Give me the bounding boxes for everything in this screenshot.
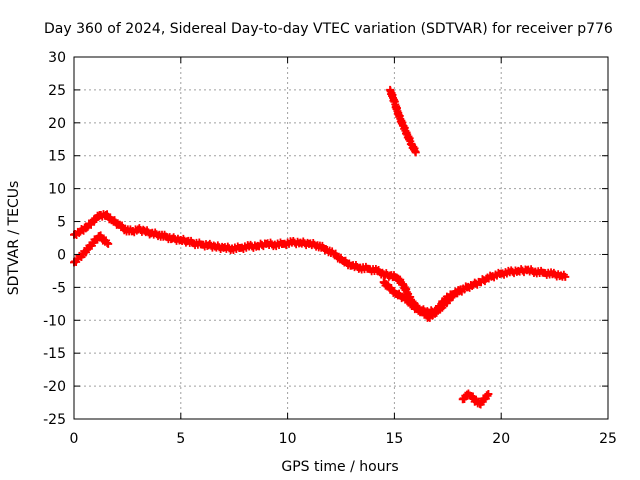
plot-frame bbox=[73, 56, 609, 420]
y-tick-label: 25 bbox=[48, 83, 66, 99]
x-tick-label: 25 bbox=[599, 431, 617, 447]
y-tick-label: 30 bbox=[48, 50, 66, 66]
series-lower-outlier bbox=[458, 389, 493, 409]
y-tick-label: -20 bbox=[43, 379, 66, 395]
series-upper-outlier bbox=[386, 85, 420, 157]
series-trace bbox=[386, 87, 420, 156]
y-tick-label: -25 bbox=[43, 412, 66, 428]
y-axis-label: SDTVAR / TECUs bbox=[6, 181, 22, 296]
y-tick-label: -10 bbox=[43, 313, 66, 329]
x-tick-label: 20 bbox=[492, 431, 510, 447]
series-main bbox=[70, 210, 570, 322]
series-trace bbox=[459, 389, 492, 409]
series-trace bbox=[380, 279, 464, 318]
data-series bbox=[70, 85, 570, 409]
y-tick-label: -15 bbox=[43, 346, 66, 362]
y-tick-label: 0 bbox=[57, 247, 66, 263]
series-lower-branch bbox=[379, 278, 465, 318]
y-tick-label: 10 bbox=[48, 182, 66, 198]
x-tick-label: 15 bbox=[385, 431, 403, 447]
y-tick-label: 5 bbox=[57, 215, 66, 231]
series-trace bbox=[71, 210, 568, 322]
grid bbox=[74, 57, 608, 419]
chart-title: Day 360 of 2024, Sidereal Day-to-day VTE… bbox=[44, 21, 613, 37]
axis-ticks: 0 5 10 15 20 25 -25 -20 -15 -10 -5 0 5 10 15 20 25 30 bbox=[43, 50, 617, 447]
x-axis-label: GPS time / hours bbox=[281, 459, 398, 475]
series-early-branch bbox=[70, 231, 113, 267]
y-tick-label: 15 bbox=[48, 149, 66, 165]
x-tick-label: 5 bbox=[176, 431, 185, 447]
y-tick-label: 20 bbox=[48, 116, 66, 132]
y-tick-label: -5 bbox=[52, 280, 66, 296]
series-trace bbox=[71, 231, 112, 266]
x-tick-label: 0 bbox=[70, 431, 79, 447]
x-tick-label: 10 bbox=[279, 431, 297, 447]
